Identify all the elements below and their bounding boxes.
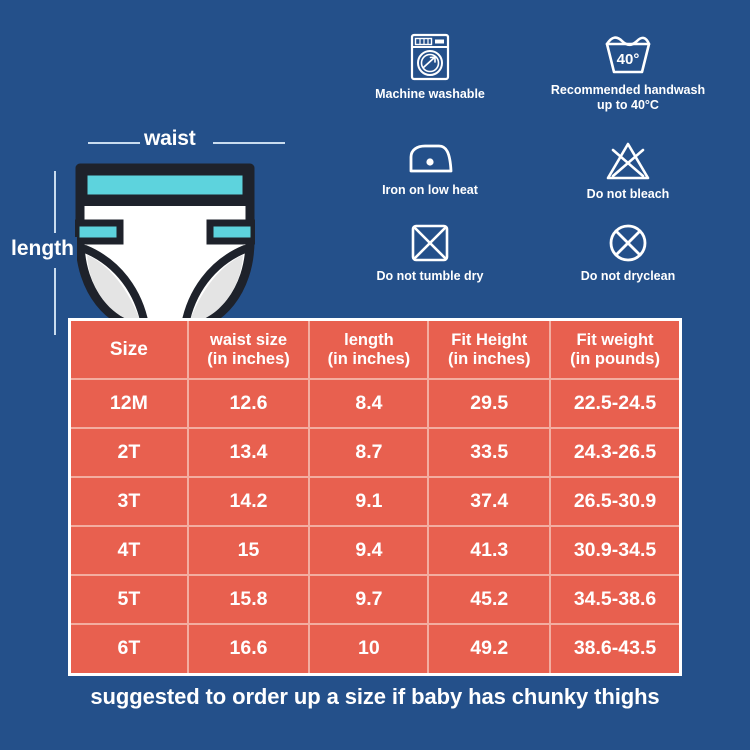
care-item-iron-low-heat: Iron on low heat [332,140,528,198]
do-not-dryclean-icon [609,224,647,262]
cell-waist: 12.6 [187,379,311,429]
table-row: 12M 12.6 8.4 29.5 22.5-24.5 [71,379,679,429]
care-item-do-not-dryclean: Do not dryclean [520,222,736,284]
header-line-1: Size [109,338,148,360]
header-line-1: length [344,331,394,350]
cell-weight: 34.5-38.6 [550,575,679,625]
table-row: 4T 15 9.4 41.3 30.9-34.5 [71,526,679,576]
training-pants-icon [75,163,255,331]
cell-weight: 26.5-30.9 [550,477,679,527]
cell-height: 33.5 [428,428,552,478]
care-item-machine-washable: Machine washable [332,32,528,102]
size-chart-table: Size waist size (in inches) length (in i… [68,318,682,676]
cell-size: 5T [71,575,189,625]
cell-length: 9.4 [309,526,430,576]
column-header-length: length (in inches) [309,321,430,380]
length-dimension-label: length [8,237,77,261]
cell-weight: 24.3-26.5 [550,428,679,478]
waist-dimension-line-right [213,142,285,144]
do-not-bleach-icon [606,142,650,180]
cell-size: 2T [71,428,189,478]
handwash-tub-40-icon: 40° [605,36,651,74]
care-item-handwash: 40° Recommended handwash up to 40°C [508,32,748,114]
cell-height: 41.3 [428,526,552,576]
header-line-2: (in inches) [327,349,411,368]
table-row: 6T 16.6 10 49.2 38.6-43.5 [71,624,679,673]
cell-height: 45.2 [428,575,552,625]
header-line-2: (in inches) [448,349,531,368]
care-label: Machine washable [375,87,485,101]
header-line-1: Fit weight [576,331,654,350]
table-row: 5T 15.8 9.7 45.2 34.5-38.6 [71,575,679,625]
cell-size: 12M [71,379,189,429]
cell-length: 10 [309,624,430,673]
table-row: 3T 14.2 9.1 37.4 26.5-30.9 [71,477,679,527]
table-row: 2T 13.4 8.7 33.5 24.3-26.5 [71,428,679,478]
column-header-fit-height: Fit Height (in inches) [428,321,552,380]
cell-waist: 15 [187,526,311,576]
cell-waist: 15.8 [187,575,311,625]
care-item-do-not-bleach: Do not bleach [520,140,736,202]
care-label: Do not dryclean [580,269,676,283]
care-instructions-group: Machine washable 40° Recommended handwas… [320,20,750,295]
header-line-1: waist size [210,331,288,350]
header-line-2: (in pounds) [570,349,660,368]
column-header-size: Size [71,321,189,380]
handwash-temperature-text: 40° [617,51,640,68]
cell-length: 9.1 [309,477,430,527]
cell-weight: 38.6-43.5 [550,624,679,673]
cell-size: 3T [71,477,189,527]
waist-dimension-label: waist [140,127,200,151]
care-label: Iron on low heat [382,183,478,197]
column-header-waist-size: waist size (in inches) [187,321,311,380]
cell-weight: 30.9-34.5 [550,526,679,576]
cell-waist: 16.6 [187,624,311,673]
cell-length: 8.4 [309,379,430,429]
care-item-do-not-tumble-dry: Do not tumble dry [332,222,528,284]
sizing-advice-note: suggested to order up a size if baby has… [90,684,660,709]
column-header-fit-weight: Fit weight (in pounds) [550,321,679,380]
do-not-tumble-dry-icon [411,224,449,262]
cell-waist: 13.4 [187,428,311,478]
care-label: Recommended handwash up to 40°C [550,83,706,113]
waist-dimension-line-left [88,142,144,144]
cell-length: 9.7 [309,575,430,625]
table-header-row: Size waist size (in inches) length (in i… [71,321,679,380]
cell-weight: 22.5-24.5 [550,379,679,429]
cell-size: 6T [71,624,189,673]
header-line-1: Fit Height [451,331,528,350]
washing-machine-icon [410,33,450,81]
cell-height: 37.4 [428,477,552,527]
care-label: Do not tumble dry [376,269,484,283]
iron-low-heat-icon [409,144,453,173]
header-line-2: (in inches) [207,349,290,368]
cell-height: 29.5 [428,379,552,429]
product-illustration: waist length [0,55,320,335]
care-label: Do not bleach [586,187,670,201]
cell-waist: 14.2 [187,477,311,527]
cell-height: 49.2 [428,624,552,673]
cell-size: 4T [71,526,189,576]
length-dimension-line-bottom [54,268,56,335]
length-dimension-line-top [54,171,56,233]
cell-length: 8.7 [309,428,430,478]
